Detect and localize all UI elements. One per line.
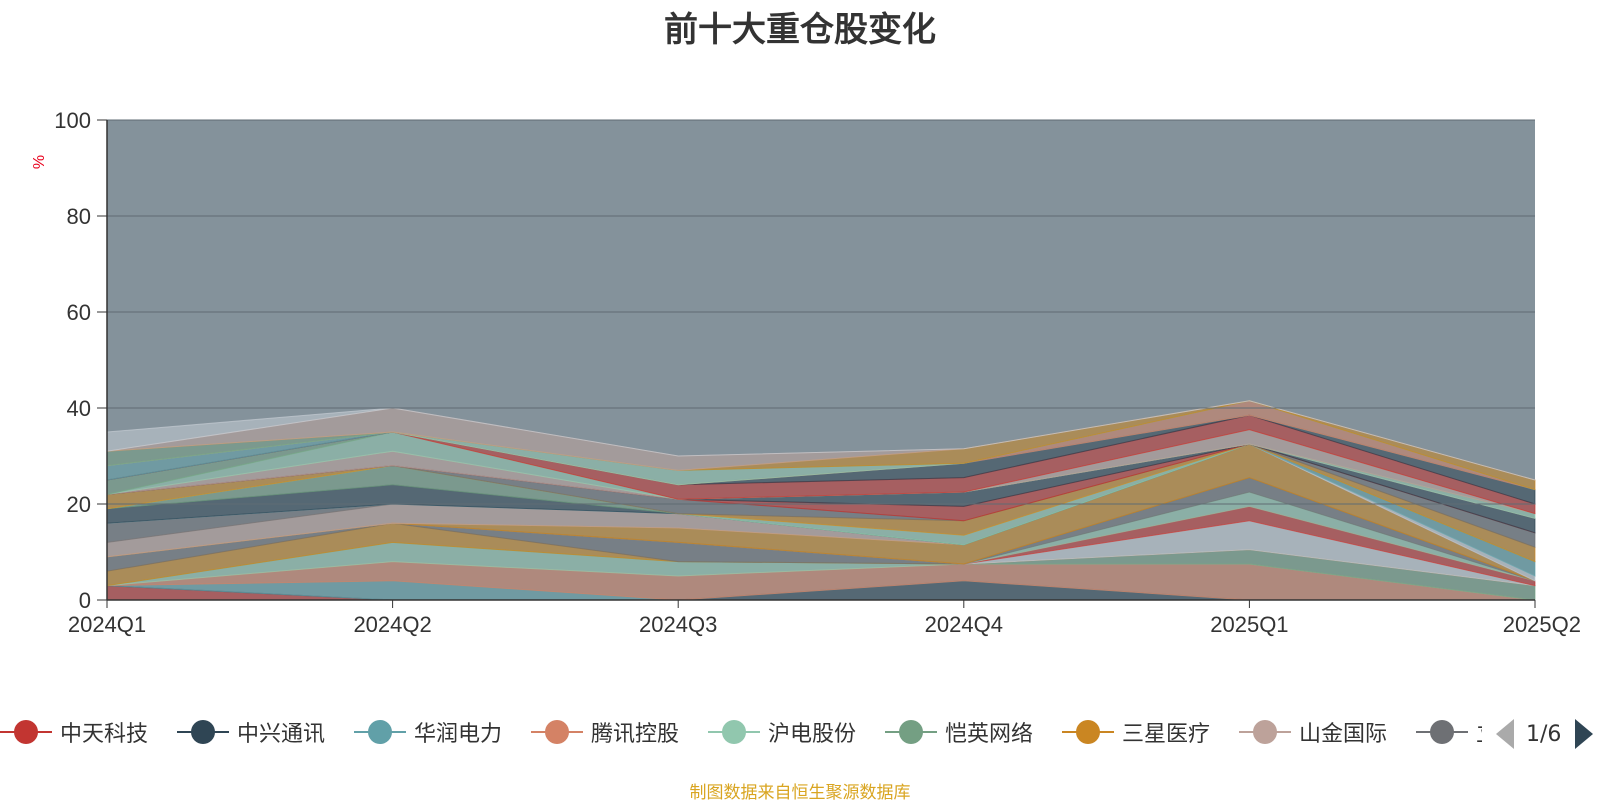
- legend-item[interactable]: 山金国际: [1239, 712, 1387, 752]
- y-tick-label: 60: [67, 300, 91, 325]
- legend-page-indicator: 1/6: [1526, 721, 1562, 747]
- legend-marker-icon: [1416, 718, 1468, 746]
- legend-label: 三星医疗: [1122, 722, 1211, 747]
- y-tick-label: 40: [67, 396, 91, 421]
- legend-pager: 1/6: [1496, 716, 1594, 752]
- legend-label: 腾讯控股: [591, 722, 680, 747]
- legend: 中天科技 中兴通讯 华润电力 腾讯控股 沪电股份 恺英网络 三星医疗 山金国际 立: [0, 712, 1482, 752]
- x-tick-label: 2024Q1: [68, 612, 146, 637]
- y-tick-label: 100: [54, 108, 91, 133]
- legend-marker-icon: [354, 718, 406, 746]
- legend-item[interactable]: 立: [1416, 712, 1482, 752]
- legend-label: 立: [1476, 716, 1482, 748]
- chart-title: 前十大重仓股变化: [664, 10, 936, 50]
- legend-item[interactable]: 中天科技: [0, 712, 148, 752]
- legend-item[interactable]: 恺英网络: [885, 712, 1033, 752]
- legend-label: 山金国际: [1299, 722, 1388, 747]
- y-tick-label: 20: [67, 492, 91, 517]
- legend-marker-icon: [177, 718, 229, 746]
- legend-label: 中兴通讯: [237, 722, 326, 747]
- legend-marker-icon: [0, 718, 52, 746]
- x-tick-label: 2024Q2: [353, 612, 431, 637]
- legend-marker-icon: [1062, 718, 1114, 746]
- area-series-44[interactable]: [106, 400, 1536, 481]
- legend-next-page-icon[interactable]: [1575, 719, 1594, 749]
- legend-marker-icon: [1239, 718, 1291, 746]
- legend-item[interactable]: 中兴通讯: [177, 712, 325, 752]
- legend-prev-page-icon[interactable]: [1496, 719, 1514, 749]
- legend-item[interactable]: 沪电股份: [708, 712, 856, 752]
- x-tick-label: 2024Q3: [639, 612, 717, 637]
- legend-label: 华润电力: [414, 722, 503, 747]
- source-note: 制图数据来自恒生聚源数据库: [689, 783, 911, 803]
- x-tick-label: 2024Q4: [925, 612, 1003, 637]
- legend-item[interactable]: 华润电力: [354, 712, 502, 752]
- y-tick-label: 80: [67, 204, 91, 229]
- x-tick-label: 2025Q1: [1210, 612, 1288, 637]
- legend-label: 中天科技: [60, 722, 149, 747]
- legend-marker-icon: [531, 718, 583, 746]
- legend-label: 沪电股份: [768, 722, 857, 747]
- legend-marker-icon: [708, 718, 760, 746]
- y-tick-label: 0: [79, 588, 91, 613]
- legend-item[interactable]: 腾讯控股: [531, 712, 679, 752]
- legend-label: 恺英网络: [945, 722, 1034, 747]
- y-axis-label: %: [31, 155, 48, 169]
- legend-marker-icon: [885, 718, 937, 746]
- legend-item[interactable]: 三星医疗: [1062, 712, 1210, 752]
- x-tick-label: 2025Q2: [1503, 612, 1581, 637]
